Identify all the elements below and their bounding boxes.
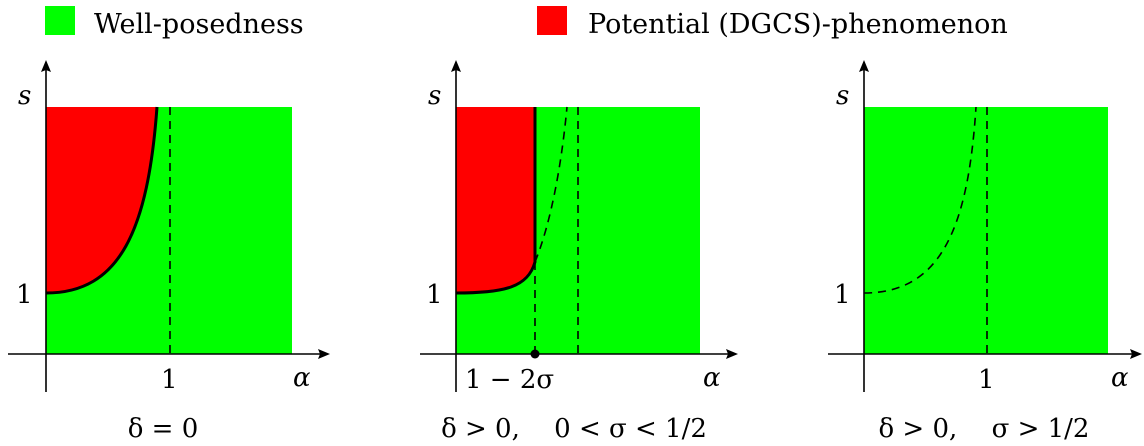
panel-caption: δ > 0, 0 < σ < 1/2 — [441, 414, 707, 444]
panel-delta-positive-sigma-small: s 1 1 − 2σ α δ > 0, 0 < σ < 1/2 — [420, 60, 738, 444]
caption-condition-a: δ > 0, — [879, 414, 958, 444]
y-axis-label: s — [18, 81, 31, 111]
legend: Well-posedness Potential (DGCS)-phenomen… — [45, 6, 1008, 40]
y-tick-label: 1 — [16, 280, 33, 310]
caption-condition-b: 0 < σ < 1/2 — [554, 414, 707, 444]
dgcs-region — [456, 107, 535, 293]
y-tick-label: 1 — [834, 280, 851, 310]
x-axis-label: α — [703, 363, 721, 393]
legend-swatch-well-posedness — [45, 6, 75, 35]
y-axis-arrow — [859, 60, 869, 72]
caption-condition-a: δ = 0 — [128, 414, 199, 444]
caption-condition-b: σ > 1/2 — [992, 414, 1090, 444]
y-axis-label: s — [836, 81, 849, 111]
y-tick-label: 1 — [426, 280, 443, 310]
y-axis-label: s — [428, 81, 441, 111]
boundary-curve — [45, 106, 159, 295]
x-axis-arrow — [1130, 349, 1142, 359]
x-axis-arrow — [318, 349, 330, 359]
panel-caption: δ > 0, σ > 1/2 — [879, 414, 1090, 444]
legend-label-well-posedness: Well-posedness — [94, 9, 304, 40]
panel-delta-positive-sigma-large: s 1 1 α δ > 0, σ > 1/2 — [828, 60, 1142, 444]
x-axis-label: α — [293, 363, 311, 393]
x-axis-label: α — [1111, 363, 1129, 393]
legend-swatch-dgcs — [537, 6, 567, 35]
caption-condition-a: δ > 0, — [441, 414, 520, 444]
legend-label-dgcs: Potential (DGCS)-phenomenon — [588, 9, 1008, 40]
well-posed-region — [864, 107, 1108, 354]
panel-delta-zero: s 1 1 α δ = 0 — [8, 60, 330, 444]
x-tick-label: 1 — [161, 365, 178, 395]
cutoff-point-marker — [530, 349, 540, 359]
dashed-continuation-curve — [534, 106, 568, 263]
y-axis-arrow — [451, 60, 461, 72]
y-axis-arrow — [41, 60, 51, 72]
x-axis-arrow — [726, 349, 738, 359]
panel-caption: δ = 0 — [128, 414, 199, 444]
x-tick-label: 1 − 2σ — [465, 365, 554, 395]
dgcs-region — [46, 107, 157, 293]
x-tick-label: 1 — [978, 365, 995, 395]
dashed-curve — [863, 106, 977, 294]
